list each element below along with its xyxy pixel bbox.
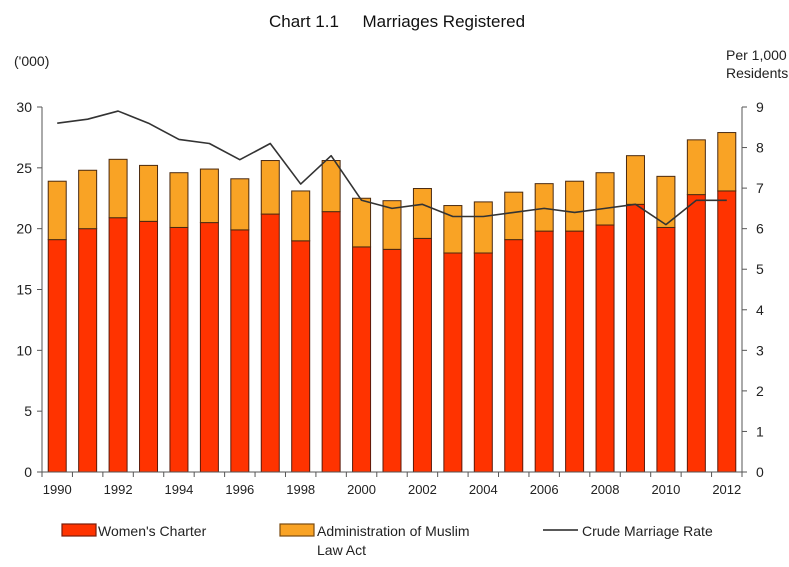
- left-tick-label: 0: [24, 464, 32, 480]
- bar-muslim-law-act-1997: [260, 160, 280, 215]
- left-tick-label: 30: [16, 99, 32, 115]
- right-tick-label: 5: [756, 261, 764, 277]
- bar-womens-charter-2000: [352, 246, 372, 473]
- right-tick-label: 9: [756, 99, 764, 115]
- bar-womens-charter-2010: [656, 226, 676, 473]
- bar-womens-charter-1993: [139, 220, 159, 473]
- right-tick-label: 0: [756, 464, 764, 480]
- bar-muslim-law-act-2005: [504, 191, 524, 241]
- right-tick-label: 2: [756, 383, 764, 399]
- axes-layer: 0 5 10 15 20 25 30 0 1 2 3 4 5 6 7 8 9 1990 1992 1994 1996 19…: [16, 99, 764, 497]
- legend-swatch-muslim-law-act: [279, 523, 315, 537]
- bars-layer: [47, 132, 737, 473]
- bar-muslim-law-act-2002: [412, 188, 432, 239]
- bar-muslim-law-act-2008: [595, 172, 615, 226]
- bar-womens-charter-2011: [686, 194, 706, 473]
- chart-title: Chart 1.1 Marriages Registered: [269, 12, 525, 31]
- bar-womens-charter-1999: [321, 211, 341, 473]
- bar-muslim-law-act-1996: [230, 178, 250, 231]
- bar-muslim-law-act-1999: [321, 160, 341, 213]
- left-axis-unit-label: ('000): [14, 53, 49, 69]
- left-tick-label: 5: [24, 403, 32, 419]
- x-tick-label: 2002: [408, 482, 437, 497]
- bar-womens-charter-2004: [473, 252, 493, 473]
- right-tick-label: 3: [756, 342, 764, 358]
- bar-womens-charter-2006: [534, 230, 554, 473]
- bar-muslim-law-act-2003: [443, 205, 463, 254]
- right-tick-label: 8: [756, 140, 764, 156]
- bar-muslim-law-act-1998: [291, 190, 311, 242]
- legend-label-muslim-law-act-line2: Law Act: [317, 542, 366, 558]
- bar-womens-charter-2009: [625, 203, 645, 473]
- legend: Women's Charter Administration of Muslim…: [61, 523, 713, 558]
- right-tick-label: 7: [756, 180, 764, 196]
- x-tick-label: 1990: [43, 482, 72, 497]
- legend-label-crude-marriage-rate: Crude Marriage Rate: [582, 523, 713, 539]
- bar-womens-charter-1994: [169, 226, 189, 473]
- x-tick-label: 1998: [286, 482, 315, 497]
- x-tick-label: 1994: [164, 482, 193, 497]
- bar-muslim-law-act-1991: [78, 169, 98, 230]
- bar-womens-charter-2008: [595, 224, 615, 473]
- x-tick-label: 2006: [530, 482, 559, 497]
- left-tick-label: 10: [16, 342, 32, 358]
- bar-womens-charter-1995: [199, 222, 219, 473]
- bar-muslim-law-act-2001: [382, 200, 402, 250]
- x-tick-label: 2012: [712, 482, 741, 497]
- bar-womens-charter-2003: [443, 252, 463, 473]
- line-layer: [57, 110, 727, 226]
- right-axis-unit-label-line1: Per 1,000: [726, 47, 787, 63]
- left-tick-label: 20: [16, 221, 32, 237]
- bar-muslim-law-act-1990: [47, 180, 67, 241]
- bar-womens-charter-2001: [382, 248, 402, 473]
- bar-muslim-law-act-2011: [686, 139, 706, 196]
- right-axis-unit-label-line2: Residents: [726, 65, 788, 81]
- bar-muslim-law-act-2004: [473, 201, 493, 254]
- bar-womens-charter-1997: [260, 213, 280, 473]
- bar-muslim-law-act-2012: [717, 132, 737, 192]
- bar-muslim-law-act-2009: [625, 155, 645, 205]
- left-tick-label: 15: [16, 282, 32, 298]
- bar-womens-charter-2005: [504, 239, 524, 473]
- bar-muslim-law-act-1993: [139, 164, 159, 222]
- bar-womens-charter-2002: [412, 237, 432, 473]
- bar-womens-charter-2012: [717, 190, 737, 473]
- bar-muslim-law-act-2000: [352, 197, 372, 248]
- bar-muslim-law-act-1994: [169, 172, 189, 228]
- bar-womens-charter-1998: [291, 240, 311, 473]
- x-tick-label: 2004: [469, 482, 498, 497]
- x-tick-label: 2000: [347, 482, 376, 497]
- left-tick-label: 25: [16, 160, 32, 176]
- legend-swatch-womens-charter: [61, 523, 97, 537]
- bar-womens-charter-2007: [565, 230, 585, 473]
- bar-muslim-law-act-1992: [108, 158, 128, 219]
- legend-label-womens-charter: Women's Charter: [98, 523, 207, 539]
- right-tick-label: 4: [756, 302, 764, 318]
- bar-womens-charter-1992: [108, 217, 128, 473]
- x-tick-label: 1992: [104, 482, 133, 497]
- bar-muslim-law-act-2006: [534, 183, 554, 232]
- x-tick-label: 2010: [651, 482, 680, 497]
- right-tick-label: 6: [756, 221, 764, 237]
- bar-muslim-law-act-2007: [565, 180, 585, 232]
- bar-muslim-law-act-2010: [656, 175, 676, 228]
- bar-womens-charter-1990: [47, 239, 67, 473]
- x-tick-label: 1996: [225, 482, 254, 497]
- legend-label-muslim-law-act-line1: Administration of Muslim: [317, 523, 470, 539]
- bar-womens-charter-1991: [78, 228, 98, 473]
- right-tick-label: 1: [756, 423, 764, 439]
- x-tick-label: 2008: [591, 482, 620, 497]
- bar-muslim-law-act-1995: [199, 168, 219, 224]
- bar-womens-charter-1996: [230, 229, 250, 473]
